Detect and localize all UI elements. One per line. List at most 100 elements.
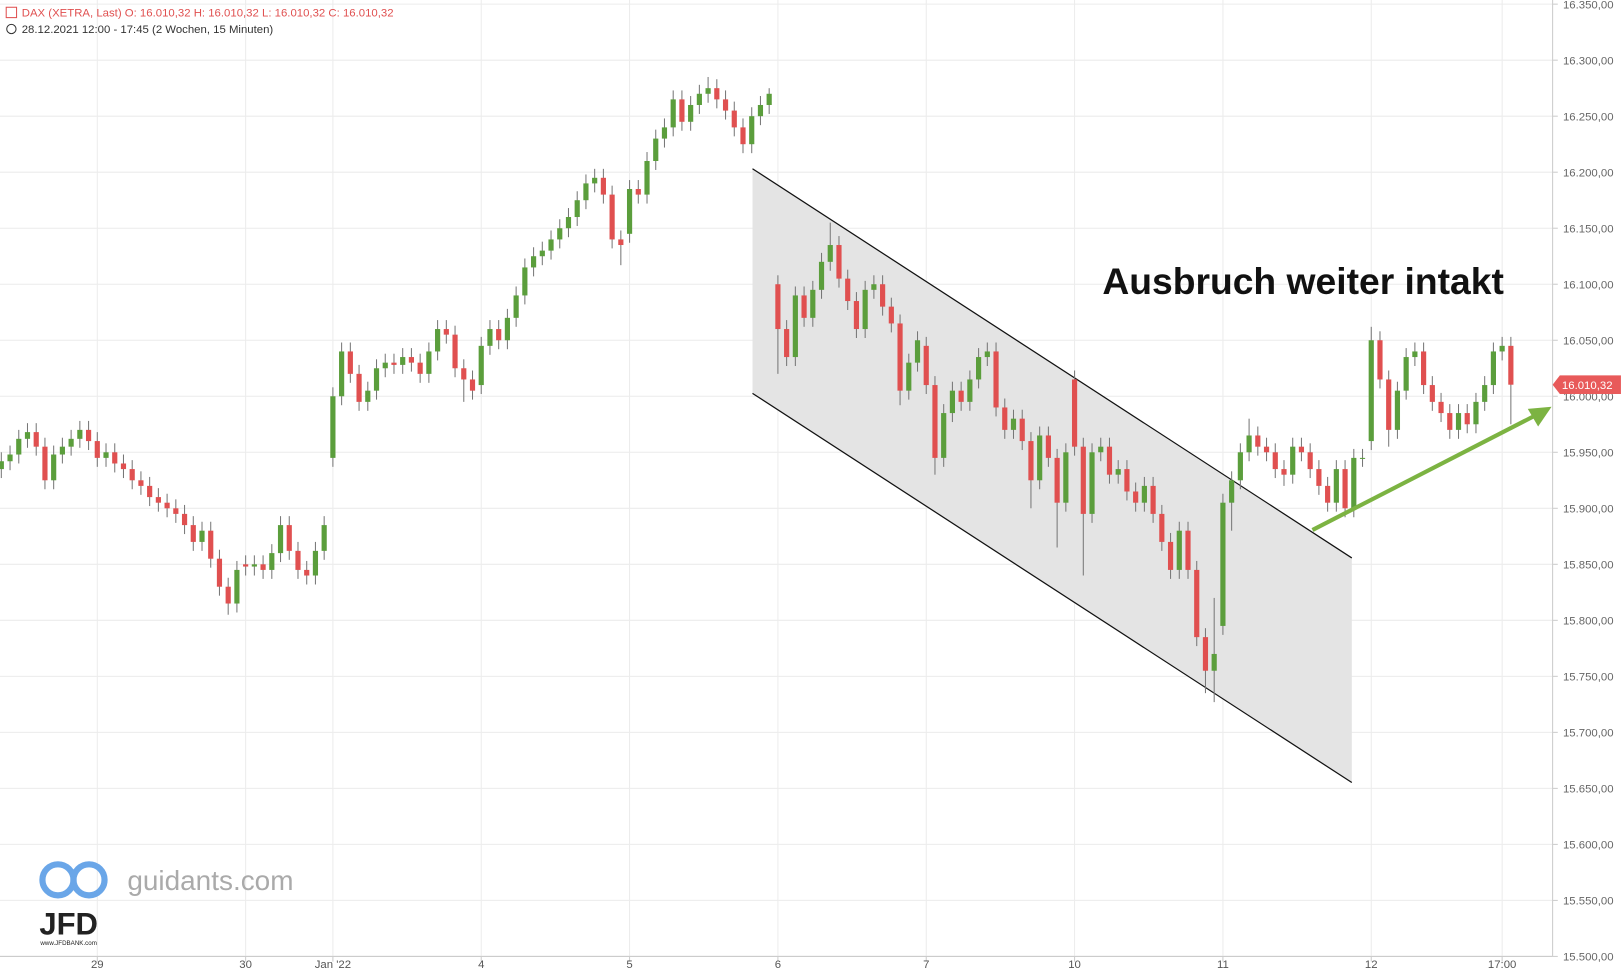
candle-body bbox=[722, 99, 729, 111]
candle-body bbox=[1325, 485, 1331, 503]
candle-body bbox=[356, 373, 362, 402]
candle-body bbox=[24, 432, 31, 439]
header-subtitle: 28.12.2021 12:00 - 17:45 (2 Wochen, 15 M… bbox=[22, 24, 274, 36]
candle-body bbox=[792, 295, 798, 358]
candle-body bbox=[818, 261, 825, 290]
candle-body bbox=[696, 93, 702, 105]
candle-body bbox=[880, 284, 886, 307]
candle-body bbox=[1071, 379, 1078, 447]
candle-body bbox=[7, 454, 13, 462]
candle-body bbox=[1438, 401, 1444, 414]
candle-body bbox=[871, 284, 877, 290]
y-tick-label: 16.100,00 bbox=[1563, 279, 1614, 291]
candle-body bbox=[1002, 407, 1008, 430]
candle-body bbox=[1377, 340, 1383, 380]
x-tick-label: Jan '22 bbox=[315, 959, 351, 971]
y-tick-label: 15.550,00 bbox=[1563, 896, 1614, 908]
candle-body bbox=[574, 200, 580, 218]
candle-body bbox=[784, 329, 790, 358]
candle-body bbox=[967, 379, 973, 402]
candle-body bbox=[1298, 446, 1305, 453]
candle-body bbox=[103, 452, 109, 458]
candle-body bbox=[1211, 653, 1217, 671]
candle-body bbox=[16, 438, 22, 455]
candle-body bbox=[225, 586, 231, 604]
candle-body bbox=[688, 104, 694, 122]
candle-body bbox=[373, 368, 380, 391]
candle-body bbox=[339, 351, 345, 397]
header-icon bbox=[5, 6, 18, 19]
candle-body bbox=[522, 267, 528, 296]
candle-body bbox=[408, 357, 415, 363]
brand-url: www.JFDBANK.com bbox=[39, 940, 97, 947]
candle-body bbox=[1499, 345, 1505, 352]
candle-body bbox=[112, 452, 118, 464]
candle-body bbox=[129, 469, 135, 481]
candle-body bbox=[496, 329, 502, 341]
candle-body bbox=[295, 550, 301, 570]
candle-body bbox=[208, 530, 214, 559]
candle-body bbox=[1220, 502, 1226, 626]
y-tick-label: 15.650,00 bbox=[1563, 784, 1614, 796]
y-tick-label: 16.300,00 bbox=[1563, 55, 1614, 67]
candle-body bbox=[1141, 485, 1147, 503]
x-tick-label: 4 bbox=[478, 959, 484, 971]
candle-body bbox=[1368, 340, 1374, 442]
candle-body bbox=[1185, 530, 1191, 570]
candle-body bbox=[888, 306, 894, 324]
candle-body bbox=[1037, 435, 1043, 481]
candle-body bbox=[1246, 435, 1252, 453]
candle-body bbox=[469, 379, 476, 391]
candle-body bbox=[1447, 413, 1453, 430]
candle-body bbox=[277, 525, 284, 554]
candle-body bbox=[923, 345, 929, 386]
candle-body bbox=[705, 88, 711, 94]
candle-body bbox=[1281, 469, 1287, 475]
y-tick-label: 16.050,00 bbox=[1563, 335, 1614, 347]
candle-body bbox=[539, 250, 545, 257]
y-tick-label: 16.150,00 bbox=[1563, 223, 1614, 235]
candle-body bbox=[1290, 446, 1296, 475]
candle-body bbox=[827, 245, 833, 262]
candle-body bbox=[810, 289, 816, 318]
y-tick-label: 15.800,00 bbox=[1563, 615, 1614, 627]
candle-body bbox=[906, 362, 912, 391]
candle-body bbox=[120, 463, 127, 470]
y-tick-label: 15.850,00 bbox=[1563, 559, 1614, 571]
logo-ring bbox=[39, 861, 77, 899]
candle-body bbox=[1229, 480, 1235, 503]
candle-body bbox=[1255, 435, 1261, 447]
candle-body bbox=[749, 116, 755, 145]
candle-body bbox=[1482, 385, 1488, 402]
candle-body bbox=[757, 104, 764, 117]
candle-body bbox=[1272, 452, 1278, 470]
candle-body bbox=[1019, 418, 1025, 442]
candle-body bbox=[85, 429, 92, 442]
logo-ring bbox=[70, 861, 108, 899]
y-tick-label: 16.250,00 bbox=[1563, 111, 1614, 123]
y-tick-label: 16.000,00 bbox=[1563, 391, 1614, 403]
candle-body bbox=[312, 550, 319, 576]
candle-body bbox=[1455, 413, 1462, 430]
candle-body bbox=[426, 351, 432, 374]
header-title: DAX (XETRA, Last) O: 16.010,32 H: 16.010… bbox=[22, 8, 394, 20]
candle-body bbox=[1333, 469, 1339, 503]
candle-body bbox=[365, 390, 371, 402]
candle-body bbox=[304, 569, 310, 576]
candle-body bbox=[993, 351, 999, 408]
y-tick-label: 15.900,00 bbox=[1563, 503, 1614, 515]
candle-body bbox=[1124, 469, 1130, 492]
candle-body bbox=[1106, 446, 1113, 475]
candle-body bbox=[391, 362, 397, 365]
candle-body bbox=[530, 256, 537, 268]
candle-body bbox=[1133, 491, 1139, 503]
candle-body bbox=[1063, 452, 1069, 503]
candle-body bbox=[1176, 530, 1182, 570]
candle-body bbox=[949, 390, 956, 414]
brand: JFD bbox=[39, 907, 98, 942]
candle-body bbox=[862, 289, 868, 330]
candle-body bbox=[487, 329, 493, 346]
candle-body bbox=[1403, 357, 1409, 391]
candle-body bbox=[147, 485, 153, 498]
